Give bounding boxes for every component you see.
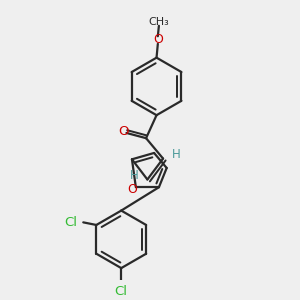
Text: O: O (127, 183, 137, 196)
Text: O: O (153, 33, 163, 46)
Text: H: H (172, 148, 180, 161)
Text: CH₃: CH₃ (148, 17, 169, 27)
Text: Cl: Cl (64, 216, 77, 229)
Text: H: H (130, 169, 139, 182)
Text: O: O (118, 125, 129, 138)
Text: Cl: Cl (115, 285, 128, 298)
